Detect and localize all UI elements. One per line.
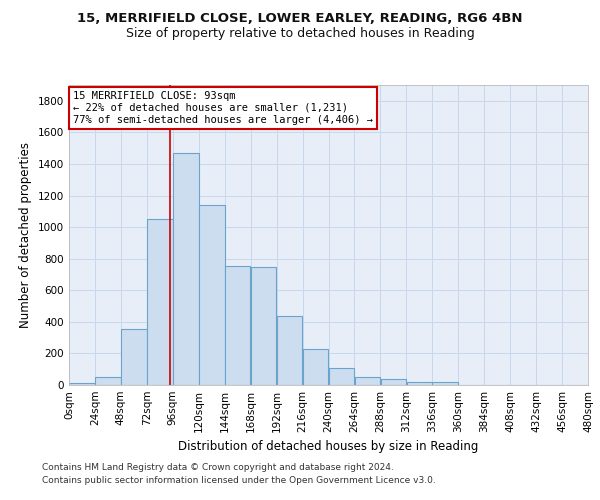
Bar — [355, 377, 380, 385]
Text: Contains public sector information licensed under the Open Government Licence v3: Contains public sector information licen… — [42, 476, 436, 485]
Bar — [380, 378, 406, 385]
Bar — [277, 316, 302, 385]
Bar — [407, 382, 432, 385]
Bar — [433, 382, 458, 385]
Bar — [121, 329, 146, 385]
Bar — [95, 377, 121, 385]
Bar — [251, 268, 277, 385]
Bar — [173, 153, 199, 385]
Bar — [69, 384, 95, 385]
Y-axis label: Number of detached properties: Number of detached properties — [19, 142, 32, 328]
X-axis label: Distribution of detached houses by size in Reading: Distribution of detached houses by size … — [178, 440, 479, 454]
Bar — [329, 368, 354, 385]
Bar — [199, 205, 224, 385]
Text: Size of property relative to detached houses in Reading: Size of property relative to detached ho… — [125, 28, 475, 40]
Bar — [147, 219, 173, 385]
Bar — [303, 350, 328, 385]
Bar — [225, 266, 250, 385]
Text: 15 MERRIFIELD CLOSE: 93sqm
← 22% of detached houses are smaller (1,231)
77% of s: 15 MERRIFIELD CLOSE: 93sqm ← 22% of deta… — [73, 92, 373, 124]
Text: Contains HM Land Registry data © Crown copyright and database right 2024.: Contains HM Land Registry data © Crown c… — [42, 464, 394, 472]
Text: 15, MERRIFIELD CLOSE, LOWER EARLEY, READING, RG6 4BN: 15, MERRIFIELD CLOSE, LOWER EARLEY, READ… — [77, 12, 523, 26]
